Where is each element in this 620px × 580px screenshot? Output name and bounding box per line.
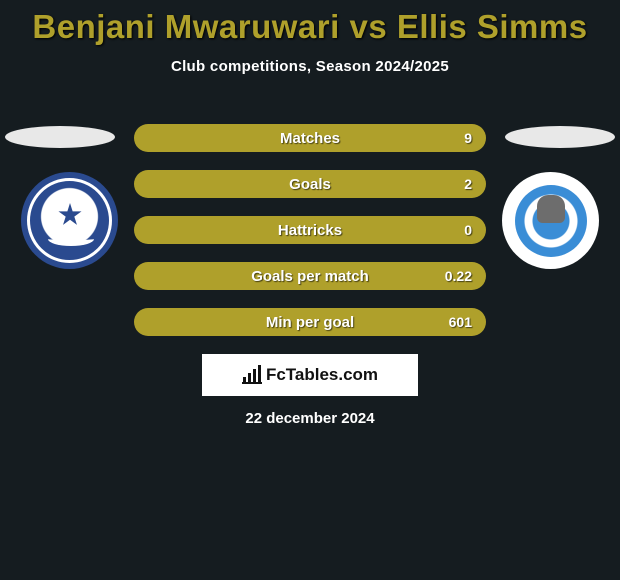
stat-label: Matches	[134, 130, 486, 147]
stat-label: Hattricks	[134, 222, 486, 239]
stat-value: 601	[449, 314, 472, 330]
player1-name: Benjani Mwaruwari	[32, 8, 339, 45]
stat-row: Hattricks 0	[134, 216, 486, 244]
subtitle: Club competitions, Season 2024/2025	[0, 58, 620, 75]
club-badge-left-inner	[27, 178, 112, 263]
date-text: 22 december 2024	[0, 410, 620, 427]
stat-row: Min per goal 601	[134, 308, 486, 336]
stat-label: Goals per match	[134, 268, 486, 285]
stat-value: 0.22	[445, 268, 472, 284]
club-badge-right-inner	[515, 185, 587, 257]
stats-bars: Matches 9 Goals 2 Hattricks 0 Goals per …	[134, 124, 486, 354]
stat-value: 9	[464, 130, 472, 146]
stat-value: 2	[464, 176, 472, 192]
player1-photo-placeholder	[5, 126, 115, 148]
vs-text: vs	[340, 8, 397, 45]
stat-row: Goals 2	[134, 170, 486, 198]
star-icon	[58, 203, 82, 227]
crescent-icon	[48, 232, 94, 246]
page-title: Benjani Mwaruwari vs Ellis Simms	[0, 0, 620, 46]
stat-label: Goals	[134, 176, 486, 193]
bar-chart-icon	[242, 366, 262, 384]
stat-label: Min per goal	[134, 314, 486, 331]
elephant-icon	[537, 195, 565, 223]
stat-value: 0	[464, 222, 472, 238]
club-badge-left	[21, 172, 118, 269]
club-badge-right	[502, 172, 599, 269]
player2-name: Ellis Simms	[397, 8, 588, 45]
stat-row: Goals per match 0.22	[134, 262, 486, 290]
brand-box: FcTables.com	[202, 354, 418, 396]
stat-row: Matches 9	[134, 124, 486, 152]
player2-photo-placeholder	[505, 126, 615, 148]
brand-text: FcTables.com	[266, 365, 378, 385]
